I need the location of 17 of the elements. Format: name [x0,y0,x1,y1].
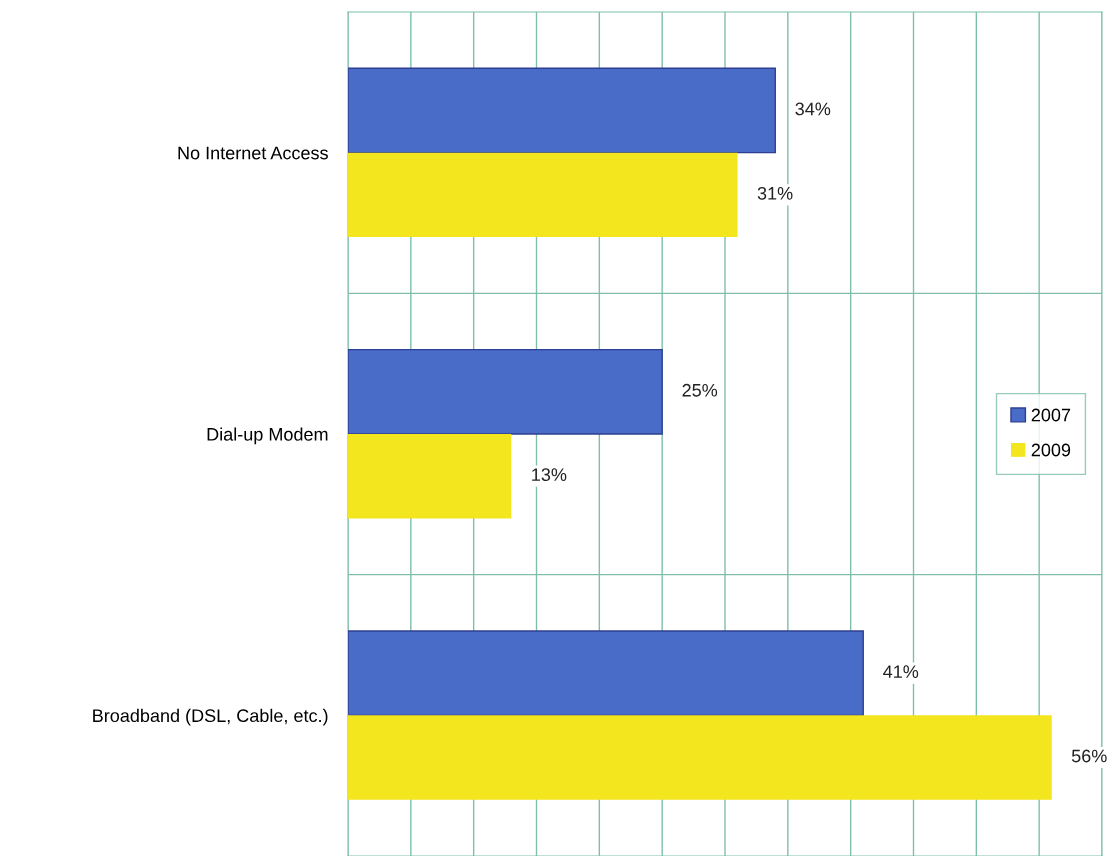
legend-label: 2009 [1031,443,1071,457]
bar [348,152,738,238]
bar [348,630,864,717]
y-tick-label: No Internet Access [178,146,328,160]
data-label: 25% [682,383,718,397]
data-label: 31% [757,186,793,200]
y-tick-label: Dial-up Modem [207,427,328,445]
bar [348,67,776,154]
y-tick-label: Broadband (DSL, Cable, etc.) [93,708,328,726]
bar [348,715,1052,800]
data-label: 56% [1071,749,1107,763]
data-label: 41% [883,665,919,678]
bar [348,434,512,519]
data-label: 34% [795,102,831,116]
data-label: 13% [532,468,567,482]
bar [348,348,663,435]
legend-label: 2007 [1031,408,1071,422]
